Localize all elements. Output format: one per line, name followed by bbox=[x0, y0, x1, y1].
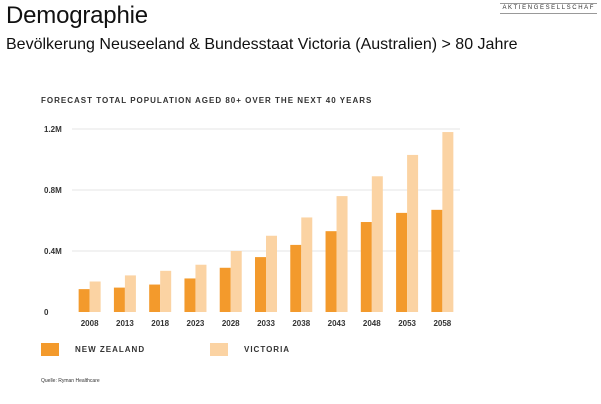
slide-title: Demographie bbox=[6, 2, 148, 29]
x-tick-label: 2008 bbox=[81, 319, 99, 328]
bar-new-zealand-2053 bbox=[396, 212, 408, 312]
bar-new-zealand-2043 bbox=[325, 231, 337, 312]
x-tick-label: 2028 bbox=[222, 319, 240, 328]
legend-item-victoria: VICTORIA bbox=[210, 343, 290, 356]
y-tick-label: 0.8M bbox=[44, 186, 62, 195]
bar-victoria-2048 bbox=[371, 176, 383, 312]
bar-new-zealand-2048 bbox=[360, 222, 372, 312]
x-tick-label: 2053 bbox=[398, 319, 416, 328]
x-tick-label: 2043 bbox=[328, 319, 346, 328]
bar-victoria-2053 bbox=[407, 154, 419, 312]
bar-victoria-2023 bbox=[195, 264, 207, 312]
bar-victoria-2058 bbox=[442, 132, 454, 312]
legend-swatch-victoria bbox=[210, 343, 228, 356]
bar-new-zealand-2038 bbox=[290, 244, 302, 312]
slide-subtitle: Bevölkerung Neuseeland & Bundesstaat Vic… bbox=[6, 36, 518, 53]
bar-new-zealand-2028 bbox=[219, 267, 231, 312]
x-tick-label: 2058 bbox=[433, 319, 451, 328]
y-tick-label: 1.2M bbox=[44, 125, 62, 134]
y-tick-label: 0.4M bbox=[44, 247, 62, 256]
bar-new-zealand-2008 bbox=[78, 289, 90, 312]
bar-victoria-2038 bbox=[301, 217, 313, 312]
chart-title: FORECAST TOTAL POPULATION AGED 80+ OVER … bbox=[41, 96, 373, 105]
source-note: Quelle: Ryman Healthcare bbox=[41, 378, 100, 384]
x-tick-label: 2038 bbox=[292, 319, 310, 328]
bar-victoria-2008 bbox=[89, 281, 101, 312]
legend-swatch-new-zealand bbox=[41, 343, 59, 356]
bar-victoria-2013 bbox=[124, 275, 136, 312]
x-tick-label: 2018 bbox=[151, 319, 169, 328]
bar-new-zealand-2058 bbox=[431, 209, 443, 312]
x-tick-label: 2023 bbox=[187, 319, 205, 328]
company-logo: AKTIENGESELLSCHAF bbox=[500, 3, 597, 14]
bar-new-zealand-2013 bbox=[113, 287, 125, 312]
legend-label-victoria: VICTORIA bbox=[244, 345, 291, 354]
bar-victoria-2018 bbox=[160, 270, 172, 312]
legend-label-new-zealand: NEW ZEALAND bbox=[75, 345, 146, 354]
x-tick-label: 2048 bbox=[363, 319, 381, 328]
x-tick-label: 2013 bbox=[116, 319, 134, 328]
bar-victoria-2043 bbox=[336, 196, 348, 312]
bar-new-zealand-2033 bbox=[255, 257, 266, 312]
bar-new-zealand-2018 bbox=[149, 284, 161, 312]
legend-item-new-zealand: NEW ZEALAND bbox=[41, 343, 145, 356]
x-tick-label: 2033 bbox=[257, 319, 275, 328]
y-tick-label: 0 bbox=[44, 308, 49, 317]
bar-new-zealand-2023 bbox=[184, 278, 196, 312]
bar-victoria-2033 bbox=[266, 235, 277, 312]
bar-victoria-2028 bbox=[230, 251, 242, 312]
